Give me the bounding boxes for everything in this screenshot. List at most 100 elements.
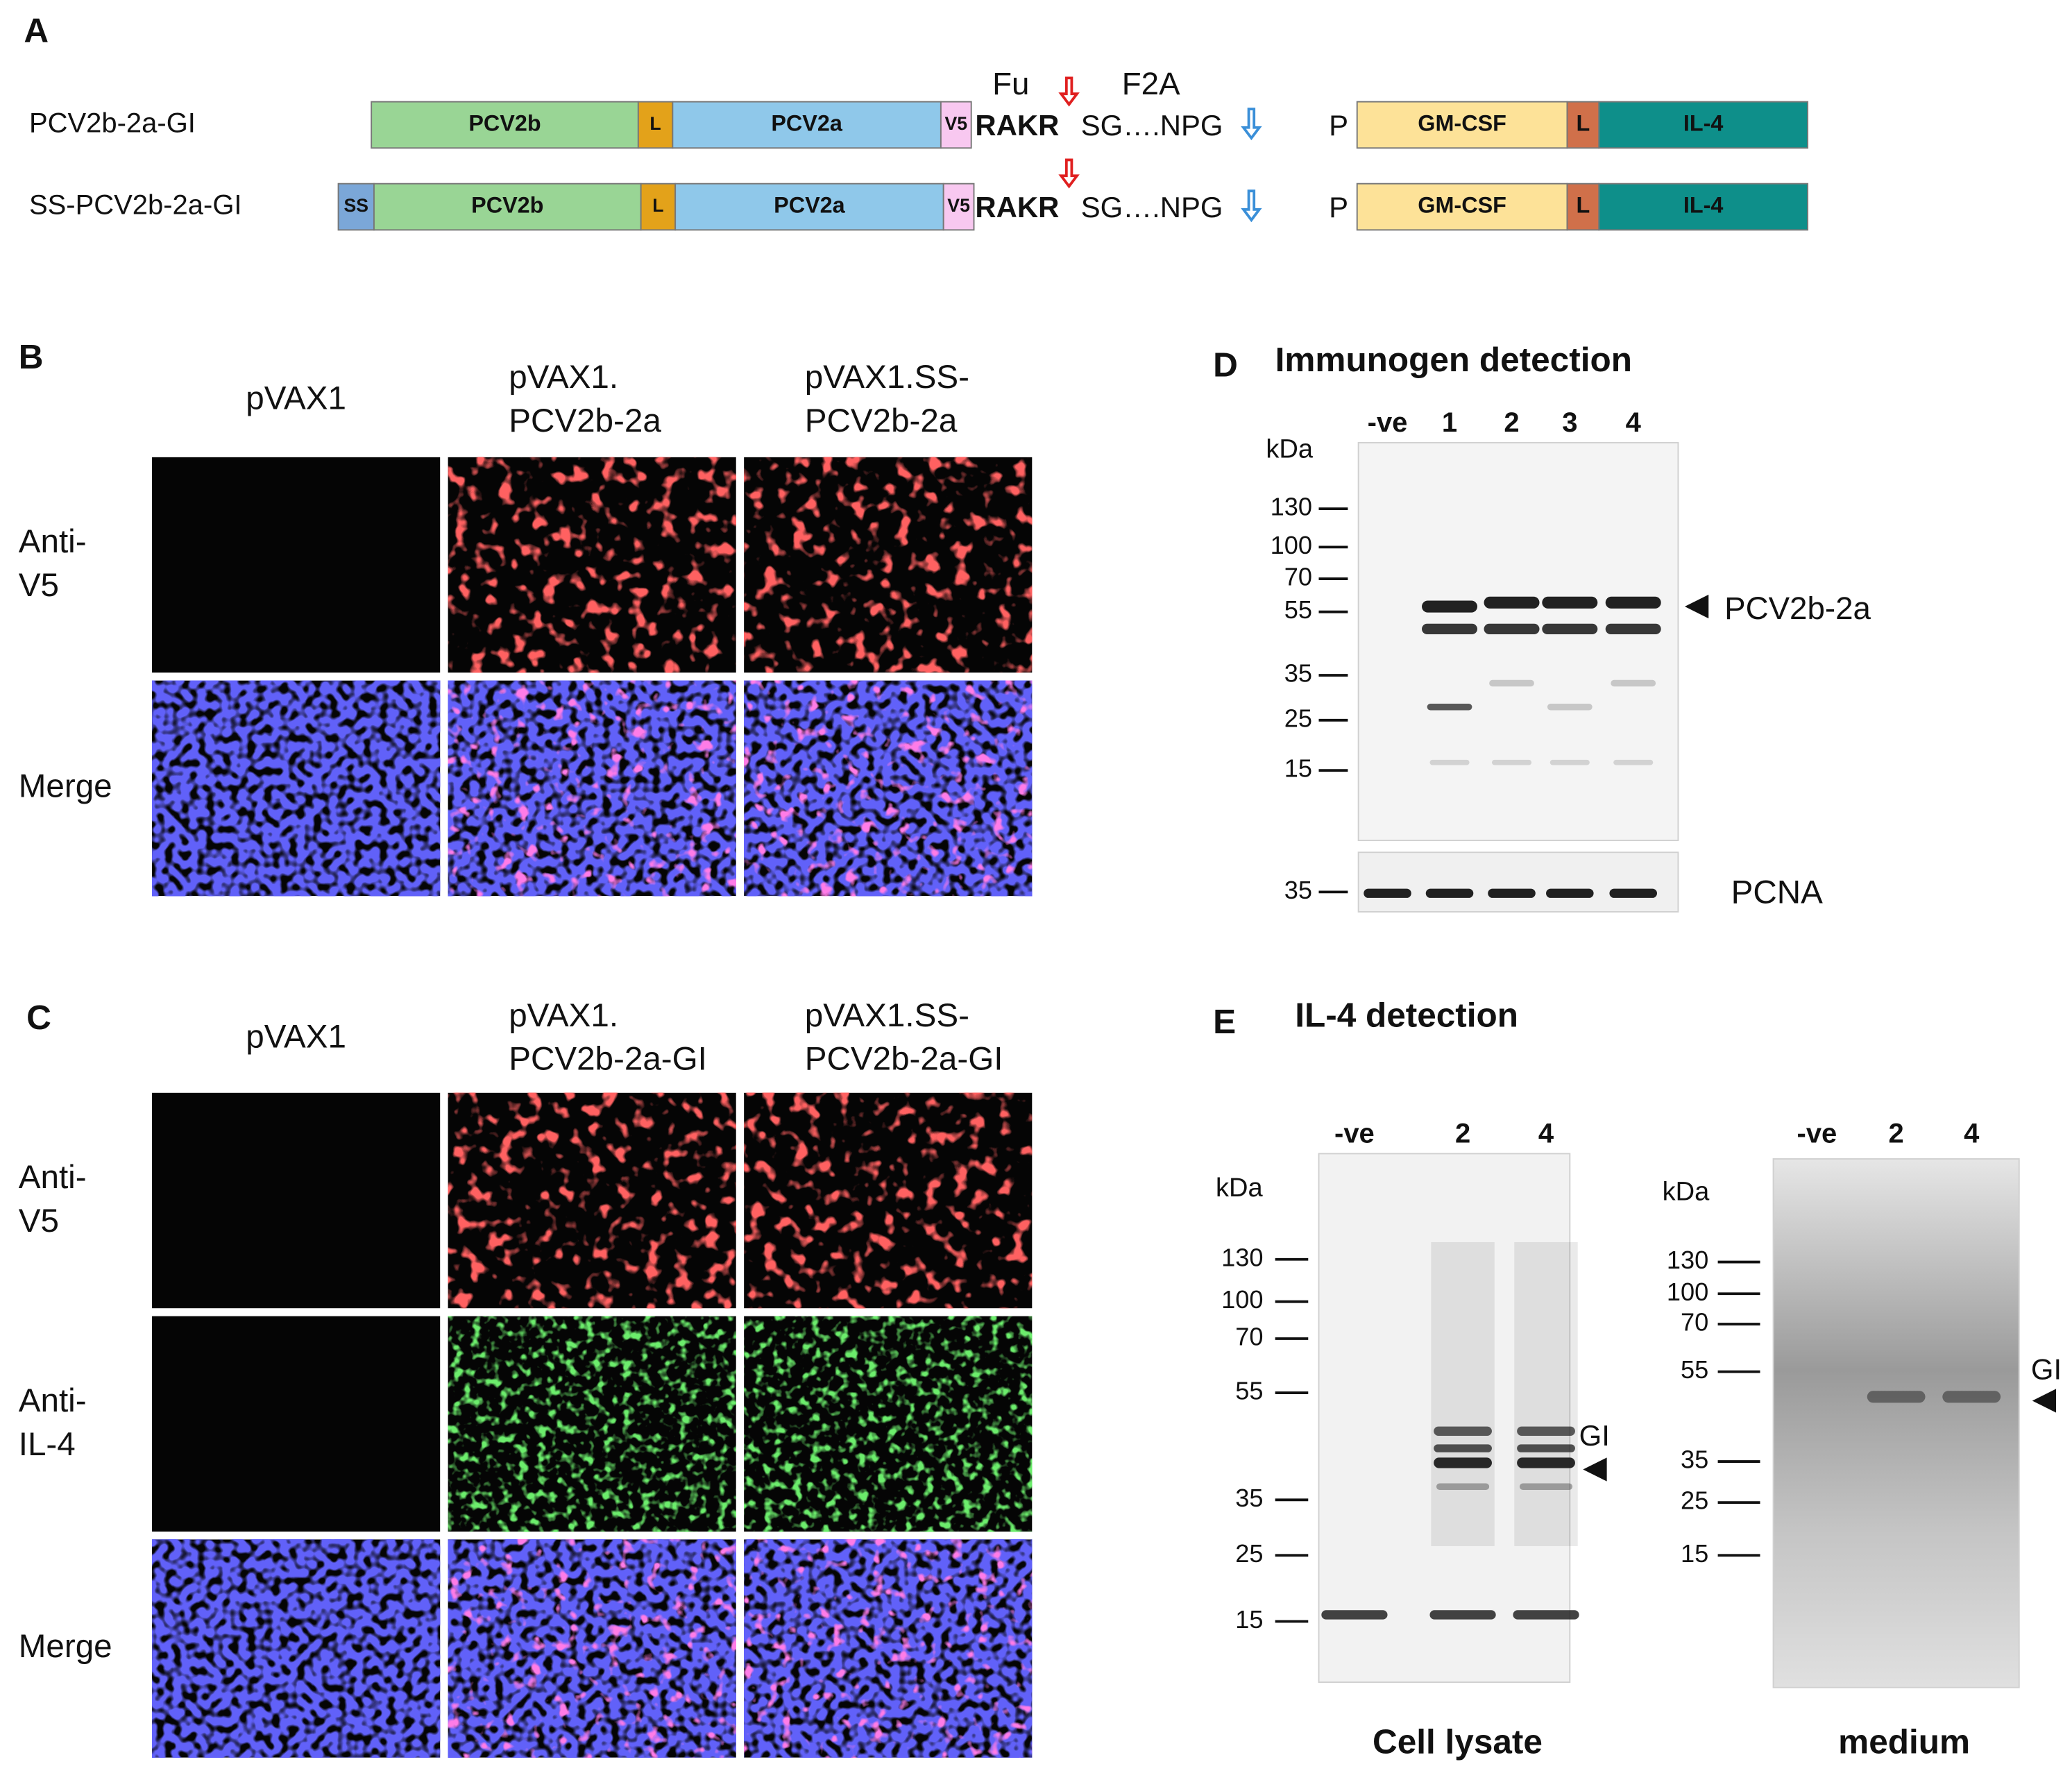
marker-label: 35 xyxy=(1284,659,1312,688)
column-header: pVAX1. xyxy=(509,359,618,396)
band-label: GI xyxy=(1579,1419,1610,1452)
loading-label: PCNA xyxy=(1731,874,1823,911)
promoter: P xyxy=(1329,191,1348,223)
segment-label: PCV2a xyxy=(771,110,843,135)
band xyxy=(1427,704,1472,711)
micrograph-signal xyxy=(152,1539,441,1758)
column-header: pVAX1. xyxy=(509,997,618,1034)
cleavage-site: RAKR xyxy=(975,109,1059,142)
marker-label: 70 xyxy=(1235,1323,1263,1351)
band xyxy=(1517,1457,1575,1468)
unit-label: kDa xyxy=(1663,1178,1710,1207)
band xyxy=(1542,596,1598,609)
unit-label: kDa xyxy=(1266,434,1314,464)
marker-label: 55 xyxy=(1284,595,1312,624)
marker-label: 35 xyxy=(1681,1446,1708,1474)
segment xyxy=(942,183,975,231)
lane-label: -ve xyxy=(1368,407,1408,438)
band xyxy=(1613,759,1654,765)
segment xyxy=(371,101,639,149)
row-label: Anti- xyxy=(19,1382,87,1419)
down-arrow-red xyxy=(1058,158,1080,189)
band xyxy=(1519,1483,1573,1491)
segment-label: GM-CSF xyxy=(1418,193,1506,218)
band-label: GI xyxy=(2031,1353,2062,1386)
band xyxy=(1429,759,1470,765)
panel-label: C xyxy=(26,999,51,1037)
arrowhead xyxy=(1684,594,1709,619)
band xyxy=(1488,888,1536,898)
marker-label: 25 xyxy=(1235,1539,1263,1568)
band xyxy=(1605,596,1661,609)
blot xyxy=(1357,441,1679,842)
construct-name: SS-PCV2b-2a-GI xyxy=(29,190,242,221)
row-label: V5 xyxy=(19,567,59,604)
column-header: PCV2b-2a-GI xyxy=(805,1041,1003,1078)
column-header: PCV2b-2a xyxy=(509,402,661,439)
segment-label: L xyxy=(1576,193,1590,218)
column-header: pVAX1.SS- xyxy=(805,359,969,396)
lane-label: 4 xyxy=(1538,1118,1554,1148)
band xyxy=(1429,1610,1496,1620)
arrowhead xyxy=(1583,1457,1607,1482)
down-arrow-blue xyxy=(1241,108,1262,141)
cleavage-site: RAKR xyxy=(975,191,1059,223)
furin-label: Fu xyxy=(992,66,1029,101)
band xyxy=(1542,623,1598,635)
arrowhead xyxy=(2032,1389,2057,1413)
column-header: PCV2b-2a xyxy=(805,402,958,439)
blot xyxy=(1318,1153,1571,1684)
micrograph-signal xyxy=(744,457,1033,673)
band xyxy=(1517,1426,1575,1436)
segment xyxy=(1598,183,1809,231)
segment xyxy=(1566,101,1600,149)
column-header: PCV2b-2a-GI xyxy=(509,1041,707,1078)
smear xyxy=(1514,1241,1578,1546)
band xyxy=(1434,1444,1492,1452)
f2a-label: F2A xyxy=(1122,66,1180,101)
micrograph-signal xyxy=(744,1316,1033,1532)
band xyxy=(1434,1426,1492,1436)
column-header: pVAX1 xyxy=(246,1018,346,1055)
lane-label: -ve xyxy=(1334,1118,1375,1148)
column-header: pVAX1.SS- xyxy=(805,997,969,1034)
segment xyxy=(1356,183,1568,231)
segment-label: PCV2b xyxy=(468,110,541,135)
segment-label: L xyxy=(1576,110,1590,135)
row-label: IL-4 xyxy=(19,1426,76,1463)
marker-label: 130 xyxy=(1221,1243,1263,1271)
micrograph-signal xyxy=(448,457,736,673)
segment xyxy=(1566,183,1600,231)
lane-label: 2 xyxy=(1455,1118,1470,1148)
unit-label: kDa xyxy=(1216,1173,1264,1203)
marker-label: 100 xyxy=(1271,531,1312,559)
marker-label: 25 xyxy=(1284,704,1312,732)
marker-label: 35 xyxy=(1284,876,1312,904)
segment xyxy=(940,101,972,149)
marker-label: 70 xyxy=(1284,563,1312,591)
lane-label: 4 xyxy=(1626,407,1642,438)
row-label: Merge xyxy=(19,1628,112,1665)
band-label: PCV2b-2a xyxy=(1724,591,1871,626)
marker-label: 15 xyxy=(1235,1605,1263,1634)
band xyxy=(1364,888,1411,898)
band xyxy=(1484,623,1540,635)
band xyxy=(1489,679,1534,687)
smear xyxy=(1431,1241,1495,1546)
band xyxy=(1546,888,1594,898)
segment-label: V5 xyxy=(944,113,967,134)
band xyxy=(1549,759,1590,765)
marker-label: 70 xyxy=(1681,1308,1708,1337)
row-label: Merge xyxy=(19,768,112,804)
row-label: Anti- xyxy=(19,1159,87,1196)
segment-label: IL-4 xyxy=(1683,110,1724,135)
promoter: P xyxy=(1329,109,1348,142)
band xyxy=(1513,1610,1579,1620)
micrograph xyxy=(152,457,441,673)
segment xyxy=(672,101,942,149)
marker-label: 130 xyxy=(1271,493,1312,521)
marker-label: 100 xyxy=(1667,1278,1708,1306)
panel-label: B xyxy=(19,338,44,376)
marker-label: 15 xyxy=(1284,754,1312,783)
